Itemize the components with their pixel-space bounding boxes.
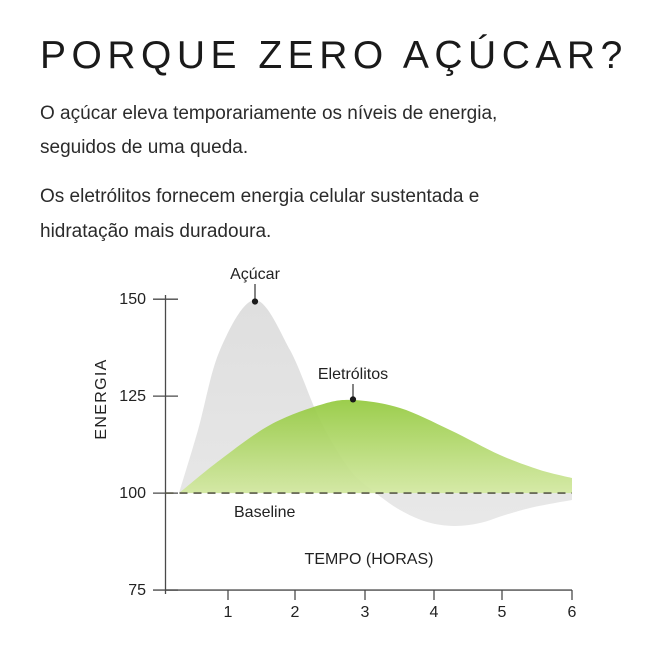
svg-text:6: 6 (568, 604, 577, 621)
svg-text:150: 150 (119, 291, 146, 308)
svg-text:TEMPO (HORAS): TEMPO (HORAS) (305, 551, 434, 568)
svg-text:125: 125 (119, 388, 146, 405)
svg-text:Eletrólitos: Eletrólitos (318, 366, 388, 383)
svg-text:2: 2 (291, 604, 300, 621)
svg-text:ENERGIA: ENERGIA (93, 358, 110, 439)
svg-text:4: 4 (430, 604, 439, 621)
svg-text:Baseline: Baseline (234, 504, 295, 521)
svg-text:5: 5 (498, 604, 507, 621)
svg-text:Açúcar: Açúcar (230, 266, 280, 283)
svg-text:1: 1 (224, 604, 233, 621)
svg-text:100: 100 (119, 485, 146, 502)
svg-text:75: 75 (128, 582, 146, 599)
svg-text:3: 3 (361, 604, 370, 621)
